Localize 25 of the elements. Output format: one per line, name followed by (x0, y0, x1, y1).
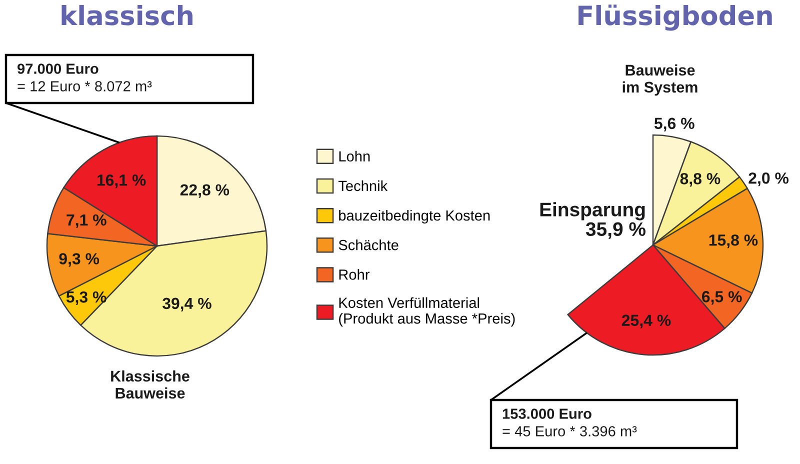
data-label: 22,8 % (180, 184, 230, 198)
legend-label: Schächte (338, 240, 398, 250)
data-label: 7,1 % (66, 214, 106, 228)
text: Klassische Bauweise (111, 370, 190, 399)
data-label: 5,6 % (654, 118, 694, 132)
data-label: 25,4 % (622, 314, 671, 328)
chart-subtitle: Bauweise im System (622, 64, 698, 96)
data-label: 8,8 % (680, 173, 720, 187)
data-label: 39,4 % (162, 298, 212, 312)
data-label: 2,0 % (748, 172, 789, 186)
text: 153.000 Euro = 45 Euro * 3.396 m³ (502, 408, 637, 436)
data-label: 15,8 % (709, 234, 758, 248)
data-label: 6,5 % (702, 291, 742, 305)
legend-label: Technik (338, 180, 388, 192)
data-label: 5,3 % (66, 291, 106, 305)
data-label: 16,1 % (97, 174, 146, 188)
legend-label: Kosten Verfüllmaterial (Produkt aus Masse *Preis) (339, 297, 515, 327)
text: 97.000 Euro = 12 Euro * 8.072 m³ (18, 64, 152, 92)
legend-label: bauzeitbedingte Kosten (339, 210, 490, 224)
data-label: 9,3 % (59, 253, 100, 267)
text: Einsparung 35,9 % (540, 202, 646, 239)
chart-title: klassisch (62, 4, 192, 26)
legend-label: Lohn (339, 150, 370, 162)
chart-title: Flüssigboden (578, 4, 772, 31)
legend-label: Rohr (339, 269, 370, 280)
